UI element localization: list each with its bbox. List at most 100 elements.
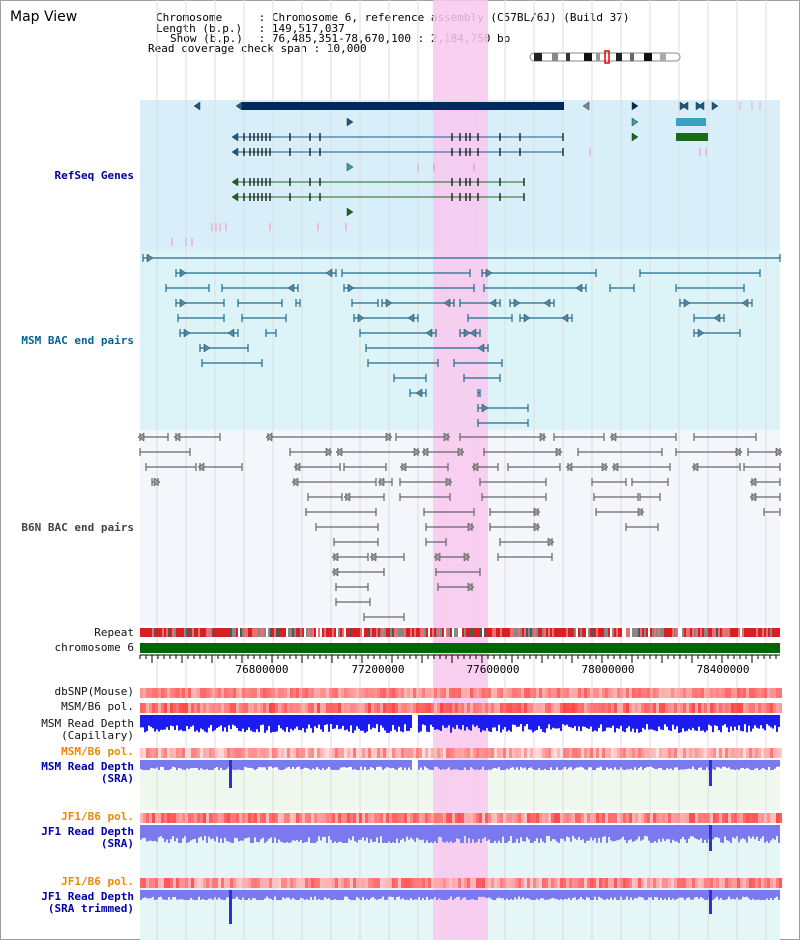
repeat-element (702, 628, 704, 637)
msm-sra-depth-bar (488, 760, 490, 770)
jf1-trimmed-depth-bar (474, 890, 476, 900)
jf1-trimmed-depth-bar (196, 890, 198, 900)
track-label-refseq[interactable]: RefSeq Genes (54, 169, 134, 182)
polymorphism-cell (653, 703, 656, 713)
jf1-sra-depth-bar (686, 825, 688, 843)
polymorphism-cell (779, 748, 782, 758)
jf1-sra-depth-bar (626, 825, 628, 843)
msm-capillary-depth-bar (548, 715, 550, 725)
msm-capillary-depth-bar (422, 715, 424, 725)
polymorphism-cell (314, 748, 317, 758)
jf1-sra-depth-bar (332, 825, 334, 843)
repeat-element (590, 628, 592, 637)
polymorphism-cell (659, 748, 662, 758)
polymorphism-cell (404, 688, 407, 698)
repeat-element (272, 628, 274, 637)
jf1-sra-depth-bar (500, 825, 502, 843)
polymorphism-cell (284, 813, 287, 823)
jf1-trimmed-depth-bar (532, 890, 534, 900)
polymorphism-cell (185, 703, 188, 713)
polymorphism-cell (164, 748, 167, 758)
b6n-bac-end-pairs-track[interactable] (137, 432, 783, 621)
msm-sra-depth-bar (212, 760, 214, 770)
polymorphism-cell (392, 688, 395, 698)
polymorphism-cell (374, 703, 377, 713)
msm-sra-depth-bar (580, 760, 582, 767)
msm-capillary-depth-bar (734, 715, 736, 727)
jf1-trimmed-depth-bar-spike (709, 890, 712, 914)
msm-sra-depth-bar (472, 760, 474, 769)
msm-capillary-depth-bar (740, 715, 742, 731)
msm-sra-depth-bar (638, 760, 640, 769)
jf1-sra-depth-bar (444, 825, 446, 843)
jf1-sra-depth-bar (650, 825, 652, 843)
jf1-trimmed-depth-bar (186, 890, 188, 900)
jf1-trimmed-depth-bar (254, 890, 256, 899)
refseq-exon (676, 118, 686, 126)
msm-sra-depth-bar (200, 760, 202, 769)
polymorphism-cell (740, 813, 743, 823)
polymorphism-cell (629, 703, 632, 713)
jf1-trimmed-depth-bar (526, 890, 528, 899)
repeat-element (390, 628, 392, 637)
polymorphism-cell (260, 878, 263, 888)
track-label-b6n-bac[interactable]: B6N BAC end pairs (21, 521, 134, 534)
polymorphism-cell (242, 688, 245, 698)
jf1-sra-depth-bar (644, 825, 646, 836)
msm-sra-depth-bar (258, 760, 260, 768)
jf1-sra-depth-bar (392, 825, 394, 843)
jf1-trimmed-depth-bar (520, 890, 522, 900)
jf1-sra-depth-bar (414, 825, 416, 842)
polymorphism-cell (692, 703, 695, 713)
msm-capillary-depth-bar (594, 715, 596, 731)
polymorphism-cell (647, 813, 650, 823)
jf1-trimmed-depth-bar (264, 890, 266, 899)
refseq-genes-track[interactable] (171, 101, 761, 246)
polymorphism-cell (446, 878, 449, 888)
repeat-element (394, 628, 396, 637)
msm-capillary-depth-bar (382, 715, 384, 728)
jf1-sra-depth-bar (424, 825, 426, 843)
polymorphism-cell (278, 688, 281, 698)
chromosome-ideogram[interactable] (529, 50, 681, 64)
repeat-element (460, 628, 462, 637)
msm-bac-end-pairs-track[interactable] (142, 253, 781, 427)
polymorphism-cell (761, 878, 764, 888)
repeat-element (334, 628, 336, 637)
jf1-sra-depth-bar (200, 825, 202, 837)
polymorphism-cell (296, 688, 299, 698)
repeat-element (166, 628, 168, 637)
msm-capillary-depth-bar (584, 715, 586, 727)
msm-sra-depth-bar (570, 760, 572, 768)
polymorphism-cell (191, 813, 194, 823)
jf1-trimmed-depth-bar (768, 890, 770, 900)
polymorphism-cell (230, 703, 233, 713)
msm-capillary-depth-bar (398, 715, 400, 727)
jf1-sra-depth-bar (496, 825, 498, 843)
jf1-trimmed-depth-bar (358, 890, 360, 899)
msm-capillary-depth-bar (198, 715, 200, 733)
track-label-msm-bac[interactable]: MSM BAC end pairs (21, 334, 134, 347)
msm-sra-depth-bar (568, 760, 570, 768)
axis-tick-label: 76800000 (236, 663, 289, 676)
jf1-trimmed-depth-bar (772, 890, 774, 900)
polymorphism-cell (146, 703, 149, 713)
repeat-element (268, 628, 270, 637)
jf1-sra-depth-bar (712, 825, 714, 840)
polymorphism-cell (317, 878, 320, 888)
msm-sra-depth-bar (408, 760, 410, 768)
polymorphism-cell (152, 748, 155, 758)
polymorphism-cell (521, 878, 524, 888)
polymorphism-cell (767, 748, 770, 758)
polymorphism-cell (638, 748, 641, 758)
jf1-sra-depth-bar (340, 825, 342, 842)
msm-sra-depth-bar (668, 760, 670, 770)
polymorphism-cell (647, 688, 650, 698)
polymorphism-cell (206, 813, 209, 823)
polymorphism-cell (755, 878, 758, 888)
polymorphism-cell (203, 688, 206, 698)
polymorphism-cell (440, 703, 443, 713)
polymorphism-cell (413, 748, 416, 758)
jf1-sra-depth-bar (472, 825, 474, 840)
